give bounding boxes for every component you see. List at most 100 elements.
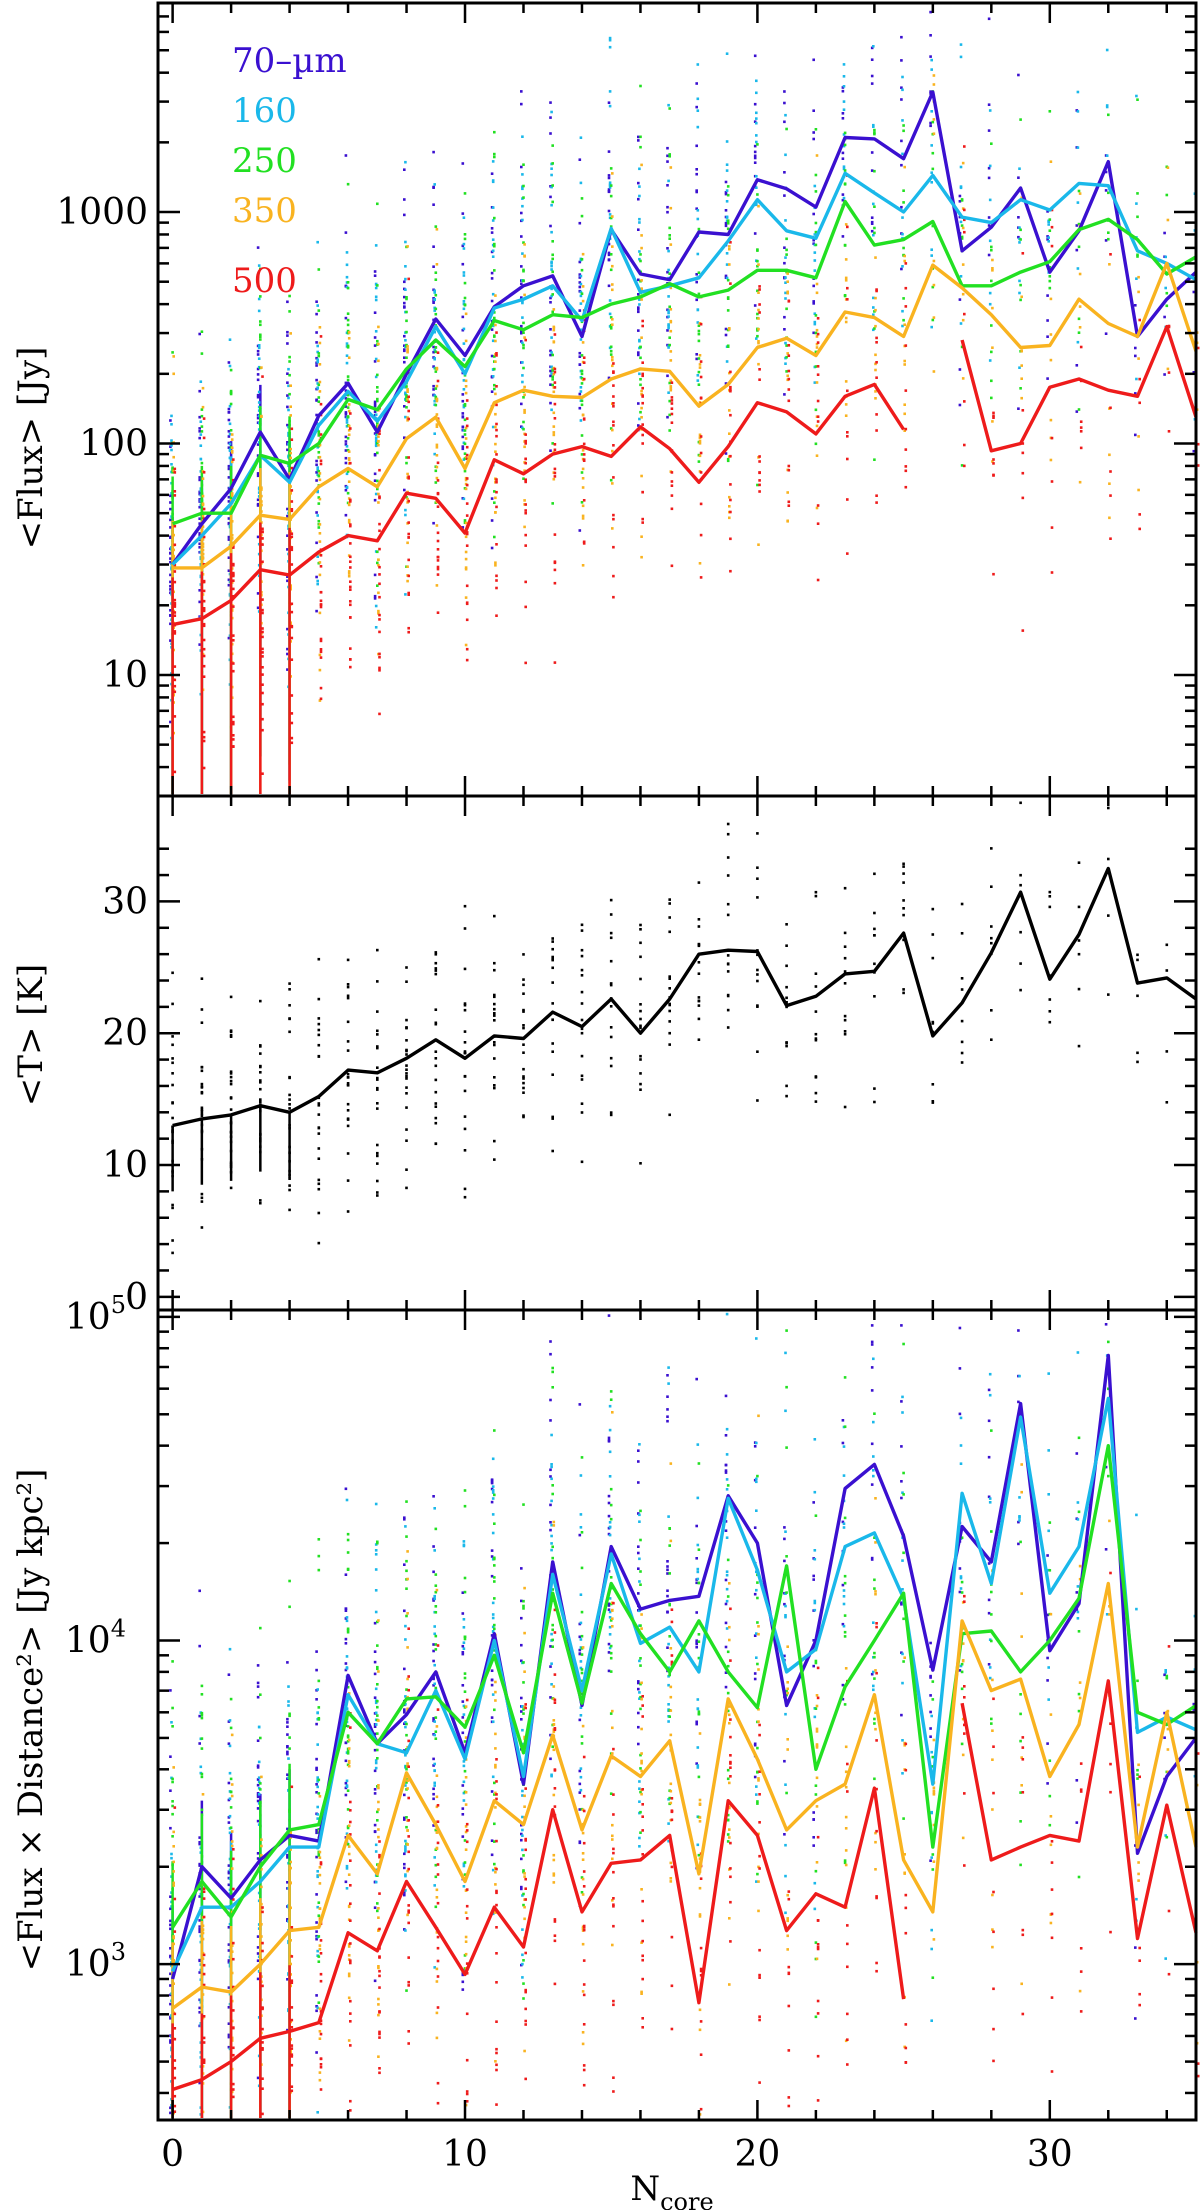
scatter-point [960,1687,964,1691]
scatter-point [432,1495,435,1498]
scatter-point [666,374,669,378]
scatter-point [347,521,351,524]
scatter-point [991,420,994,423]
scatter-point [522,420,525,424]
scatter-point [697,972,701,975]
scatter-point [405,296,408,299]
scatter-point [290,658,294,661]
scatter-point [666,1395,669,1398]
scatter-point [1046,377,1049,380]
scatter-point [698,363,702,366]
scatter-point [1079,420,1083,423]
scatter-point [695,1557,698,1560]
scatter-point [580,197,584,200]
scatter-point [523,525,526,529]
scatter-point [842,196,846,200]
scatter-point [171,1002,174,1006]
scatter-point [376,399,379,403]
scatter-point [344,389,348,392]
scatter-point [169,1927,172,1931]
scatter-point [958,368,962,371]
scatter-point [317,1706,321,1709]
scatter-point [870,1672,874,1676]
scatter-point [521,218,524,222]
scatter-point [287,1757,290,1760]
scatter-point [198,505,201,509]
scatter-point [1019,1820,1022,1823]
scatter-point [259,335,262,338]
scatter-point [376,1045,379,1048]
scatter-point [784,256,787,259]
scatter-point [812,212,815,216]
scatter-point [403,1852,406,1856]
scatter-point [1134,433,1137,437]
scatter-point [756,1662,759,1666]
scatter-point [286,1721,289,1724]
scatter-point [666,1419,669,1423]
scatter-point [1019,298,1022,302]
scatter-point [812,1574,815,1578]
scatter-point [315,1757,318,1761]
scatter-point [931,285,935,289]
scatter-point [227,2045,231,2049]
scatter-point [316,1780,319,1783]
scatter-point [755,117,758,120]
scatter-point [522,1681,525,1684]
scatter-point [287,408,290,412]
scatter-point [846,431,849,434]
scatter-point [346,1040,350,1043]
scatter-point [579,386,583,389]
scatter-point [227,446,231,449]
scatter-point [874,362,877,366]
scatter-point [436,559,440,562]
scatter-point [407,477,410,480]
scatter-point [609,1619,613,1622]
scatter-point [1019,988,1022,992]
scatter-point [930,1928,933,1932]
scatter-point [874,296,877,300]
scatter-point [875,336,878,340]
scatter-point [376,1191,379,1194]
scatter-point [668,153,671,156]
scatter-point [726,1008,730,1012]
scatter-point [229,1186,233,1190]
scatter-point [814,243,818,247]
scatter-point [464,567,468,571]
scatter-point [844,258,848,261]
scatter-point [432,1797,435,1801]
scatter-point [290,736,294,740]
scatter-point [960,977,964,980]
scatter-point [551,253,554,257]
scatter-point [315,541,318,545]
scatter-point [549,401,552,405]
scatter-point [259,1079,262,1082]
scatter-point [463,433,467,436]
scatter-point [843,1635,847,1638]
scatter-point [608,104,612,108]
scatter-point [493,155,496,159]
scatter-point [287,396,290,400]
scatter-point [171,1251,174,1255]
scatter-point [462,216,466,219]
scatter-point [405,1825,408,1829]
scatter-point [256,1935,260,1938]
scatter-point [873,327,876,330]
scatter-point [256,1952,260,1955]
scatter-point [462,358,466,362]
scatter-point [346,1685,350,1689]
scatter-point [256,1764,260,1767]
scatter-points-layer [169,10,1200,2118]
scatter-point [900,1601,903,1604]
scatter-point [434,1008,438,1011]
scatter-point [434,1634,438,1638]
scatter-point [318,1856,322,1859]
scatter-point [171,1101,174,1104]
scatter-point [551,1366,554,1370]
scatter-point [259,1693,262,1696]
scatter-point [170,1856,173,1860]
scatter-point [729,413,732,417]
scatter-point [198,2006,201,2010]
scatter-point [318,1873,322,1877]
scatter-point [259,1199,262,1202]
